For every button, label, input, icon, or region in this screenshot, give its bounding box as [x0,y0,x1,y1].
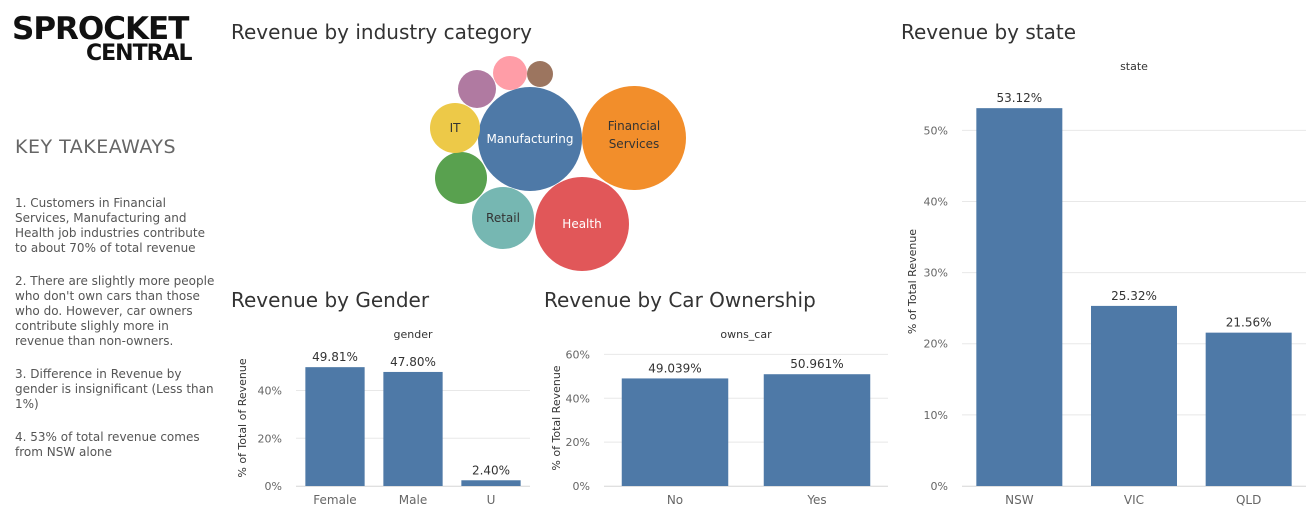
data-label-qld: 21.56% [1226,316,1272,330]
bubble-label-health: Health [562,217,601,231]
industry-chart-title: Revenue by industry category [231,20,533,44]
car-chart-title: Revenue by Car Ownership [544,288,816,312]
y-tick-label: 20% [258,432,282,445]
data-label-nsw: 53.12% [996,91,1042,105]
bubble-label-it: IT [450,121,462,135]
logo: SPROCKET CENTRAL [12,12,202,72]
takeaway-4: 4. 53% of total revenue comes from NSW a… [15,430,200,459]
y-tick-label: 40% [924,195,948,208]
chart-header: owns_car [720,328,772,341]
chart-header: state [1120,60,1148,73]
x-tick-label-male: Male [399,493,427,507]
car-ownership-bar-chart: owns_car 0% 20% 40% 60%% of Total Revenue 49.… [550,328,888,507]
bubble-label-manufacturing: Manufacturing [487,132,574,146]
bar-qld [1205,332,1292,486]
bubble-unlabeled-7 [493,56,527,90]
bubble-label-financial-services: Financial [608,119,661,133]
y-tick-label: 0% [931,480,948,493]
key-takeaways-heading: KEY TAKEAWAYS [15,136,177,158]
x-tick-label-female: Female [313,493,356,507]
bubble-retail [472,187,534,249]
x-tick-label-vic: VIC [1124,493,1144,507]
y-tick-label: 20% [924,338,948,351]
data-label-yes: 50.961% [790,357,843,371]
data-label-vic: 25.32% [1111,289,1157,303]
y-tick-label: 0% [573,480,590,493]
y-axis-label: % of Total Revenue [550,365,563,470]
y-tick-label: 40% [258,385,282,398]
x-tick-label-u: U [487,493,496,507]
y-tick-label: 30% [924,267,948,280]
bar-male [383,371,443,486]
x-tick-label-yes: Yes [806,493,826,507]
bubble-unlabeled-6 [458,70,496,108]
bubble-manufacturing [478,87,582,191]
data-label-u: 2.40% [472,463,510,477]
bubble-health [535,177,629,271]
bar-yes [763,374,871,486]
bar-no [621,378,729,486]
bubble-unlabeled-4 [435,152,487,204]
y-tick-label: 50% [924,124,948,137]
x-tick-label-nsw: NSW [1005,493,1034,507]
bubble-unlabeled-8 [527,61,553,87]
y-tick-label: 40% [566,392,590,405]
y-tick-label: 0% [265,480,282,493]
bubble-label-financial-services: Services [609,137,660,151]
y-tick-label: 10% [924,409,948,422]
bubble-it [430,103,480,153]
state-chart-title: Revenue by state [901,20,1077,44]
bubble-financial-services [582,86,686,190]
bar-u [461,480,521,486]
takeaway-2: 2. There are slightly more people who do… [15,274,215,348]
chart-header: gender [394,328,433,341]
state-bar-chart: state 0% 10% 20% 30% 40% 50% % of Total Revenue… [906,60,1306,507]
gender-bar-chart: gender 0% 20% 40% % of Total of Revenue 49.81… [236,328,530,507]
x-tick-label-qld: QLD [1236,493,1261,507]
bar-female [305,367,365,486]
bar-nsw [976,108,1063,486]
takeaway-3: 3. Difference in Revenue by gender is in… [15,367,214,411]
data-label-no: 49.039% [648,361,701,375]
y-axis-label: % of Total Revenue [906,229,919,334]
x-tick-label-no: No [667,493,683,507]
data-label-male: 47.80% [390,355,436,369]
y-tick-label: 60% [566,348,590,361]
gender-chart-title: Revenue by Gender [231,288,430,312]
logo-line2: CENTRAL [86,41,193,66]
bubble-label-retail: Retail [486,211,520,225]
industry-bubble-chart: Manufacturing Financial Services Health Reta… [430,56,686,271]
takeaway-1: 1. Customers in Financial Services, Manu… [15,196,205,255]
logo-line1: SPROCKET [12,11,189,47]
y-axis-label: % of Total of Revenue [236,358,249,477]
data-label-female: 49.81% [312,350,358,364]
bar-vic [1091,305,1177,486]
y-tick-label: 20% [566,436,590,449]
